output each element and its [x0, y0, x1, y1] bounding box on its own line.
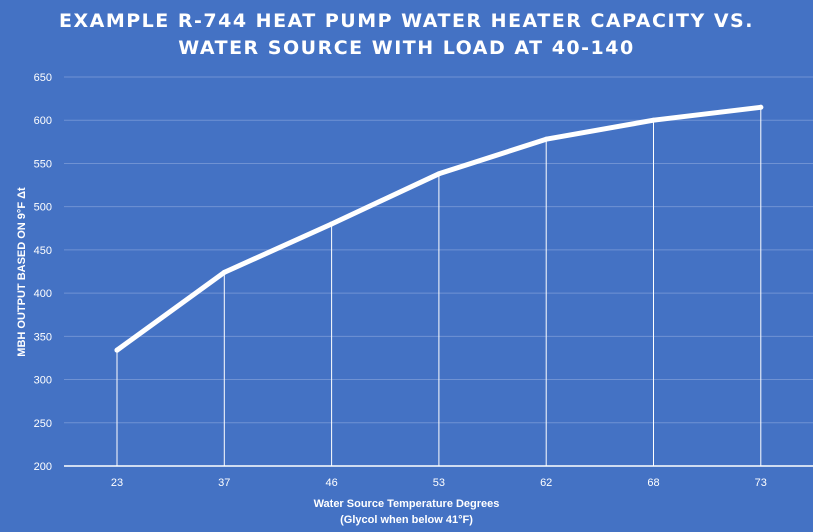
data-point-73 [758, 104, 764, 110]
data-point-53 [436, 171, 442, 177]
y-tick-label-350: 350 [34, 331, 52, 343]
chart-title-line-1: EXAMPLE R-744 HEAT PUMP WATER HEATER CAP… [59, 10, 754, 32]
x-tick-label-53: 53 [433, 477, 445, 489]
x-tick-label-46: 46 [325, 477, 337, 489]
data-point-62 [543, 136, 549, 142]
x-axis-label: Water Source Temperature Degrees [313, 498, 500, 510]
y-tick-label-550: 550 [34, 158, 52, 170]
data-point-23 [114, 347, 120, 353]
x-tick-label-73: 73 [755, 477, 767, 489]
x-tick-label-68: 68 [647, 477, 659, 489]
y-tick-label-250: 250 [34, 418, 52, 430]
y-tick-label-450: 450 [34, 245, 52, 257]
y-tick-label-200: 200 [34, 461, 52, 473]
chart-title-line-2: WATER SOURCE WITH LOAD AT 40-140 [178, 37, 635, 59]
data-point-68 [651, 117, 656, 123]
y-tick-label-300: 300 [34, 375, 52, 387]
y-tick-label-500: 500 [34, 202, 52, 214]
x-tick-label-37: 37 [218, 477, 230, 489]
x-axis-sublabel: (Glycol when below 41°F) [340, 514, 473, 526]
data-point-37 [221, 269, 227, 275]
x-tick-label-23: 23 [111, 477, 123, 489]
y-tick-label-400: 400 [34, 288, 52, 300]
x-tick-label-62: 62 [540, 477, 552, 489]
y-tick-label-600: 600 [34, 115, 52, 127]
y-tick-label-650: 650 [34, 72, 52, 84]
data-point-46 [329, 221, 335, 227]
